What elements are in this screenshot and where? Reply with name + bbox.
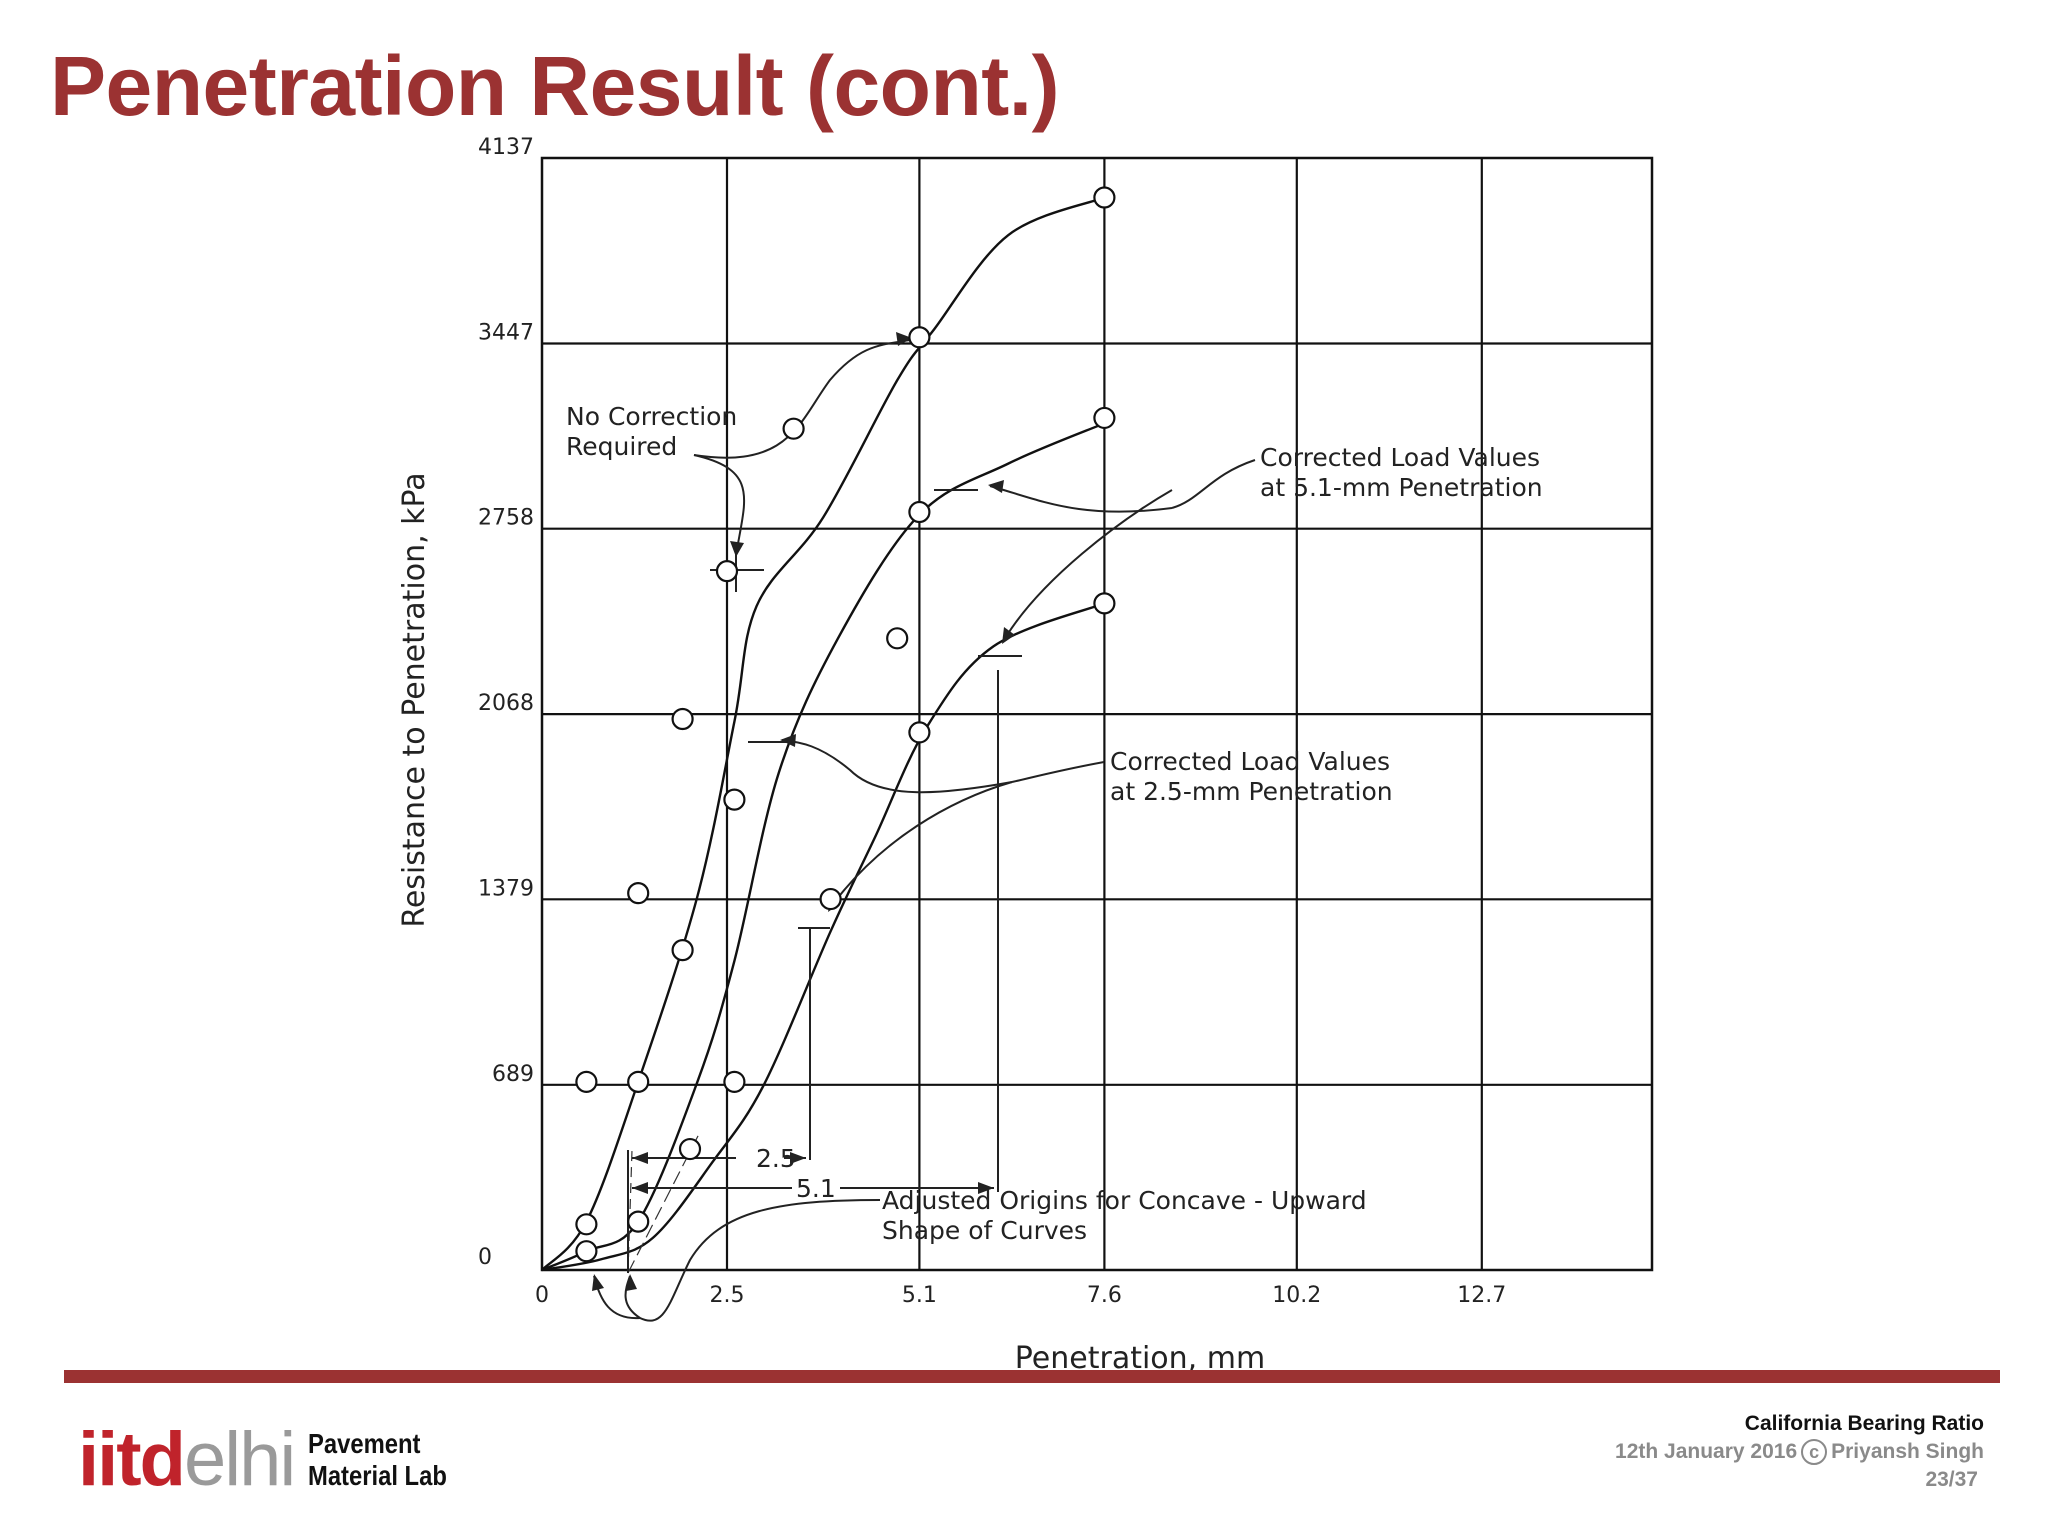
data-point: [908, 500, 931, 524]
annotation-5-1-line1: Corrected Load Values: [1260, 443, 1540, 472]
arrowhead: [896, 332, 912, 346]
data-point: [575, 1240, 598, 1263]
footer-meta: 12th January 2016 c Priyansh Singh: [1615, 1438, 1984, 1466]
leader-5-1-upper: [989, 485, 1173, 513]
leader-5-1-lower: [1003, 489, 1173, 641]
footer-page-number: 23/37: [1925, 1468, 1978, 1491]
x-tick-label: 2.5: [710, 1283, 745, 1308]
leader-no-correction-to-crosshair: [693, 454, 746, 556]
footer-rule: [64, 1370, 2000, 1383]
annotation-2-5-line1: Corrected Load Values: [1110, 747, 1390, 776]
data-point: [627, 1070, 650, 1093]
y-tick-label: 3447: [478, 320, 534, 345]
dimension-label-5-1: 5.1: [796, 1174, 836, 1203]
data-point: [627, 1210, 650, 1233]
x-tick-label: 10.2: [1272, 1283, 1321, 1308]
data-point: [1093, 186, 1116, 209]
arrowhead: [988, 480, 1004, 493]
data-point: [782, 417, 805, 440]
annotation-no-correction-line1: No Correction: [566, 402, 737, 431]
data-point: [1093, 592, 1116, 615]
data-point: [627, 882, 650, 905]
logo-elhi: elhi: [183, 1417, 296, 1502]
annotation-5-1-line2: at 5.1-mm Penetration: [1260, 473, 1543, 502]
data-point: [908, 721, 931, 744]
data-point: [908, 326, 931, 349]
arrowhead: [632, 1152, 648, 1164]
y-tick-label: 689: [492, 1062, 534, 1087]
logo-iitd: iitd: [78, 1417, 186, 1502]
x-tick-label: 5.1: [902, 1283, 937, 1308]
copyright-icon: c: [1801, 1439, 1828, 1465]
arrowhead: [780, 734, 796, 747]
data-point: [723, 1070, 746, 1093]
annotation-no-correction-line2: Required: [566, 432, 677, 461]
grid: [540, 156, 1654, 1272]
annotation-origins-line2: Shape of Curves: [882, 1216, 1087, 1245]
iitdelhi-logo: iitdelhi Pavement Material Lab: [78, 1420, 472, 1500]
leader-2-5-lower: [829, 781, 1013, 909]
y-tick-label: 1379: [478, 876, 534, 901]
data-point: [1093, 406, 1116, 430]
y-tick-label: 2068: [478, 691, 534, 716]
data-point: [671, 707, 694, 731]
arrowhead: [626, 1274, 637, 1291]
data-point: [575, 1070, 598, 1093]
slide-title: Penetration Result (cont.): [50, 39, 1060, 133]
dimension-label-bg: [792, 1174, 840, 1202]
y-tick-label: 2758: [478, 506, 534, 531]
data-point: [723, 788, 746, 811]
annotation-leaders: [592, 332, 1256, 1322]
footer-info: California Bearing Ratio 12th January 20…: [1615, 1410, 1984, 1494]
arrowhead: [978, 1182, 994, 1194]
data-point: [715, 560, 739, 583]
leader-adjusted-origins: [624, 1199, 881, 1322]
x-tick-label: 0: [535, 1283, 549, 1308]
arrowhead: [730, 541, 744, 557]
footer-date: 12th January 2016: [1615, 1440, 1798, 1463]
arrowhead: [632, 1182, 648, 1194]
series-line-2: [541, 422, 1105, 1272]
footer-author: Priyansh Singh: [1831, 1440, 1984, 1463]
leader-5-1-label: [1171, 459, 1256, 509]
leader-2-5-upper: [781, 739, 1013, 794]
series-line-3: [541, 602, 1105, 1272]
data-point: [575, 1213, 598, 1236]
curves: [541, 196, 1105, 1272]
x-tick-label: 7.6: [1087, 1283, 1122, 1308]
arrowhead: [790, 1152, 806, 1164]
arrowhead: [592, 1274, 604, 1291]
x-axis-label: Penetration, mm: [1015, 1341, 1265, 1370]
y-tick-label: 4137: [478, 135, 534, 160]
x-tick-label: 12.7: [1457, 1283, 1506, 1308]
dimension-label-bg: [736, 1144, 784, 1172]
y-axis-label: Resistance to Penetration, kPa: [397, 472, 432, 927]
data-point: [678, 1137, 702, 1161]
dimension-label-2-5: 2.5: [756, 1144, 796, 1173]
lab-name-line2: Material Lab: [308, 1460, 448, 1491]
series-line-1: [541, 196, 1105, 1271]
annotation-origins-line1: Adjusted Origins for Concave - Upward: [882, 1186, 1367, 1215]
chart-text: Resistance to Penetration, kPa Penetrati…: [397, 135, 1543, 1370]
lab-name-line1: Pavement: [308, 1428, 421, 1459]
leader-2-5-label: [1011, 761, 1105, 783]
data-point: [671, 939, 694, 962]
data-point: [886, 627, 909, 650]
lab-name: Pavement Material Lab: [308, 1428, 447, 1492]
cbr-penetration-chart: Resistance to Penetration, kPa Penetrati…: [397, 135, 1654, 1370]
footer-topic: California Bearing Ratio: [1744, 1412, 1984, 1435]
leader-no-correction-to-3447: [693, 339, 911, 459]
y-tick-label: 0: [478, 1245, 492, 1270]
arrowhead: [1002, 627, 1015, 644]
logo-wordmark: iitdelhi: [78, 1422, 296, 1498]
data-markers: [575, 186, 1116, 1263]
data-point: [819, 887, 842, 911]
annotation-2-5-line2: at 2.5-mm Penetration: [1110, 777, 1393, 806]
